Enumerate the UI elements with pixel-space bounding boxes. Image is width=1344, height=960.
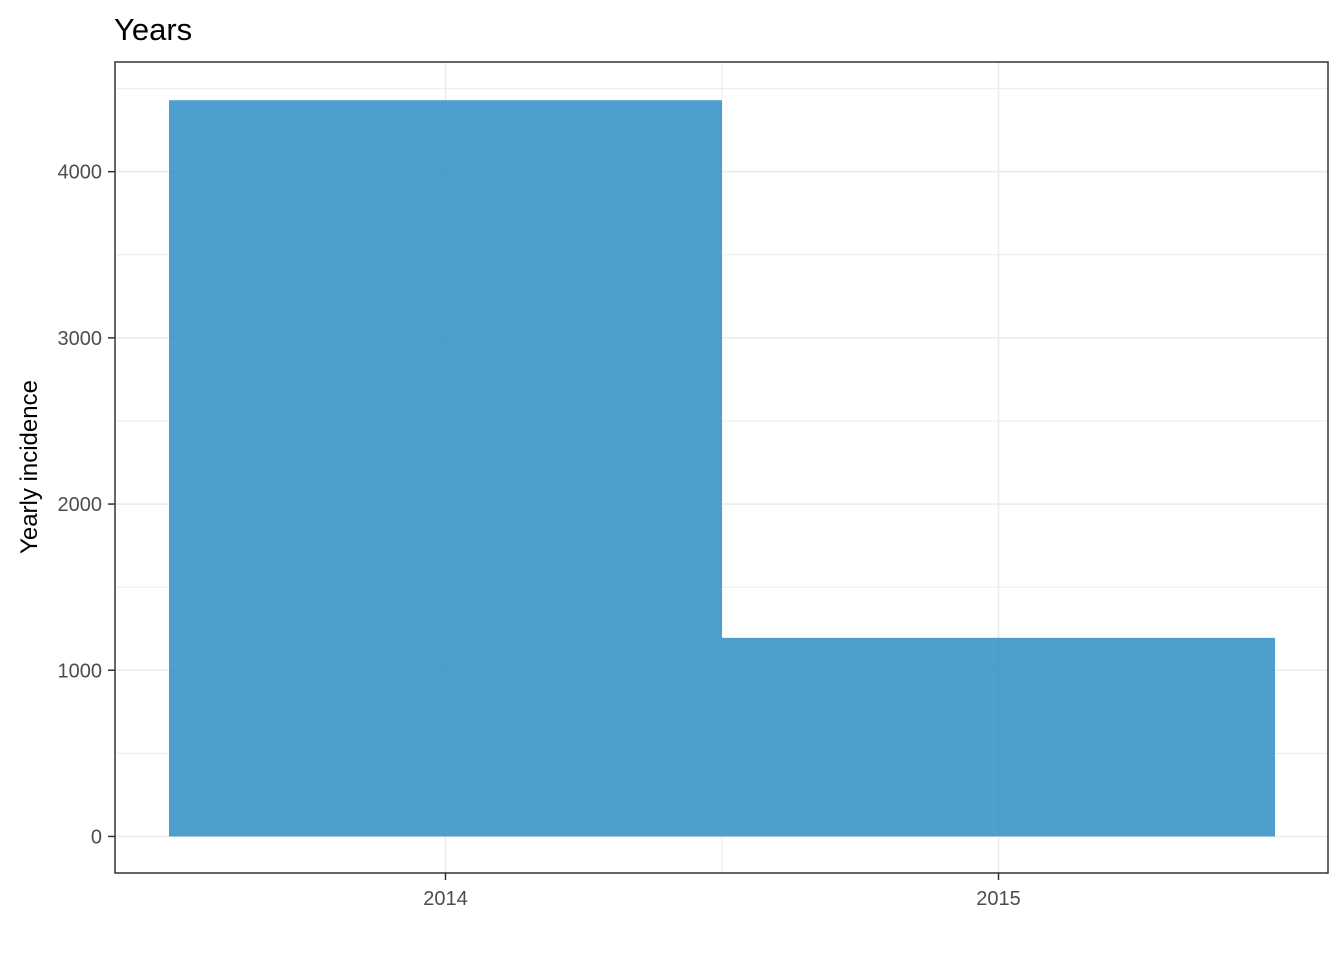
chart-title: Years xyxy=(114,12,192,47)
bar-2014 xyxy=(169,100,722,837)
y-tick-label: 2000 xyxy=(58,494,103,516)
y-axis: 0 1000 2000 3000 4000 xyxy=(58,162,115,848)
y-tick-label: 4000 xyxy=(58,162,103,184)
bar-2015 xyxy=(722,637,1275,837)
panel-border xyxy=(114,61,1329,874)
y-tick-label: 0 xyxy=(91,826,102,848)
x-axis: 2014 2015 xyxy=(423,873,1021,910)
y-tick-label: 3000 xyxy=(58,328,103,350)
x-tick-label: 2014 xyxy=(423,888,468,910)
y-tick-label: 1000 xyxy=(58,660,103,682)
x-tick-label: 2015 xyxy=(976,888,1021,910)
y-axis-label: Yearly incidence xyxy=(16,380,43,554)
bars xyxy=(169,100,1275,837)
